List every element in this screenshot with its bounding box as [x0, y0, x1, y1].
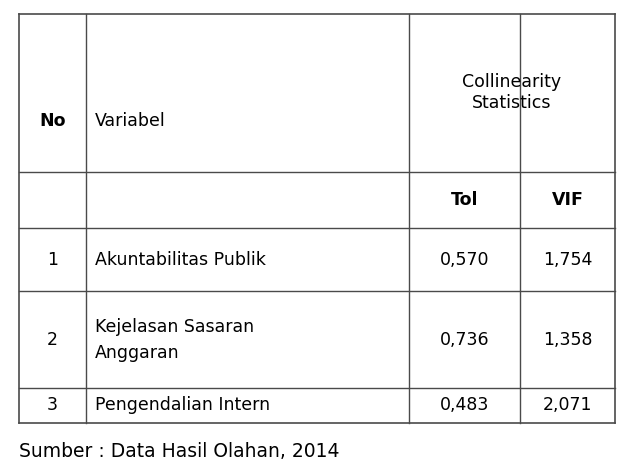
Text: Tol: Tol	[451, 191, 478, 209]
Text: 1,754: 1,754	[543, 251, 592, 269]
Text: Sumber : Data Hasil Olahan, 2014: Sumber : Data Hasil Olahan, 2014	[19, 442, 340, 461]
Text: Anggaran: Anggaran	[95, 344, 179, 361]
Text: 1,358: 1,358	[543, 330, 592, 349]
Text: Akuntabilitas Publik: Akuntabilitas Publik	[95, 251, 266, 269]
Text: Variabel: Variabel	[95, 112, 166, 130]
Text: 3: 3	[47, 396, 58, 415]
Text: Kejelasan Sasaran: Kejelasan Sasaran	[95, 318, 254, 336]
Text: VIF: VIF	[552, 191, 583, 209]
Text: 0,483: 0,483	[440, 396, 489, 415]
Text: 2: 2	[47, 330, 58, 349]
Text: Collinearity
Statistics: Collinearity Statistics	[462, 73, 562, 112]
Text: Pengendalian Intern: Pengendalian Intern	[95, 396, 270, 415]
Text: 1: 1	[47, 251, 58, 269]
Text: 2,071: 2,071	[543, 396, 592, 415]
Text: 0,736: 0,736	[439, 330, 489, 349]
Text: No: No	[39, 112, 65, 130]
Text: 0,570: 0,570	[439, 251, 489, 269]
